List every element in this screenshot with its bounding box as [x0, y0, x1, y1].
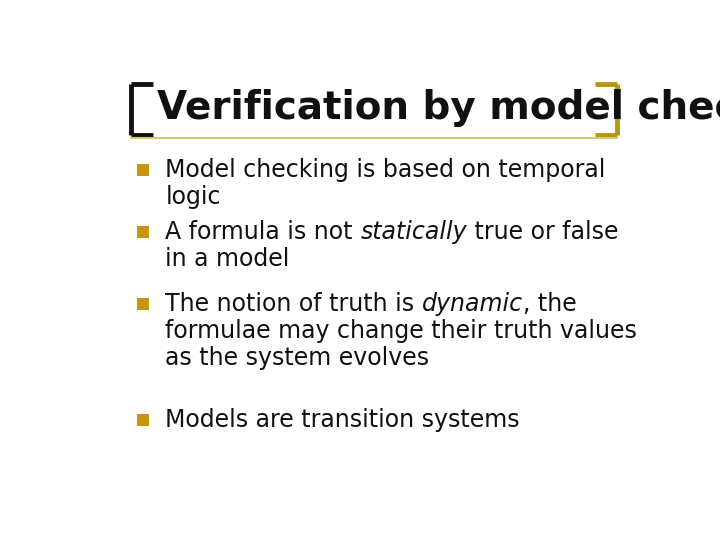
- Text: logic: logic: [166, 185, 221, 209]
- Text: true or false: true or false: [467, 220, 618, 244]
- Text: dynamic: dynamic: [422, 292, 523, 316]
- Text: statically: statically: [360, 220, 467, 244]
- Text: in a model: in a model: [166, 247, 289, 271]
- Text: Model checking is based on temporal: Model checking is based on temporal: [166, 158, 606, 182]
- Text: as the system evolves: as the system evolves: [166, 346, 429, 370]
- Text: , the: , the: [523, 292, 577, 316]
- Text: formulae may change their truth values: formulae may change their truth values: [166, 319, 637, 343]
- Text: A formula is not: A formula is not: [166, 220, 360, 244]
- Text: Verification by model checking: Verification by model checking: [157, 90, 720, 127]
- Text: The notion of truth is: The notion of truth is: [166, 292, 422, 316]
- Text: Models are transition systems: Models are transition systems: [166, 408, 520, 433]
